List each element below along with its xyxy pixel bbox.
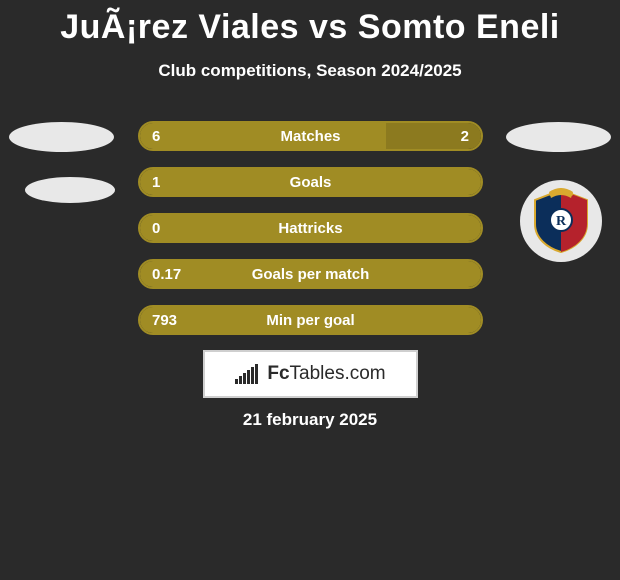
bar-label: Hattricks	[140, 215, 481, 241]
bar-row: 0.17 Goals per match	[138, 259, 483, 289]
bar-row: 1 Goals	[138, 167, 483, 197]
bar-row: 793 Min per goal	[138, 305, 483, 335]
page-subtitle: Club competitions, Season 2024/2025	[0, 61, 620, 81]
bar-label: Goals	[140, 169, 481, 195]
snapshot-date: 21 february 2025	[0, 410, 620, 430]
page-title: JuÃ¡rez Viales vs Somto Eneli	[0, 0, 620, 47]
brand-watermark: FcTables.com	[203, 350, 418, 398]
brand-text: FcTables.com	[267, 363, 385, 385]
player-right-avatar-placeholder	[506, 122, 611, 152]
bar-label: Goals per match	[140, 261, 481, 287]
player-left-avatar-placeholder-2	[25, 177, 115, 203]
brand-suffix: Tables.com	[290, 363, 386, 384]
bar-label: Matches	[140, 123, 481, 149]
comparison-bars: 6 Matches 2 1 Goals 0 Hattricks 0.17 Goa…	[138, 121, 483, 351]
bar-chart-icon	[235, 364, 261, 384]
bar-right-value: 2	[461, 123, 469, 149]
bar-label: Min per goal	[140, 307, 481, 333]
crest-icon: R	[531, 188, 591, 254]
brand-prefix: Fc	[267, 363, 289, 384]
svg-text:R: R	[556, 214, 567, 229]
player-left-avatar-placeholder-1	[9, 122, 114, 152]
player-right-club-crest: R	[520, 180, 602, 262]
bar-row: 6 Matches 2	[138, 121, 483, 151]
bar-row: 0 Hattricks	[138, 213, 483, 243]
